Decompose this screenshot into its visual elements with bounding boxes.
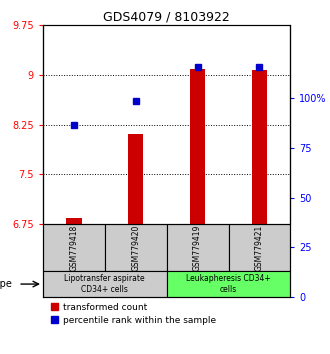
Bar (43, 224, 105, 271)
Text: Leukapheresis CD34+
cells: Leukapheresis CD34+ cells (186, 274, 271, 294)
Legend: transformed count, percentile rank within the sample: transformed count, percentile rank withi… (48, 299, 219, 328)
Text: GSM779419: GSM779419 (193, 224, 202, 271)
Bar (43, 25, 290, 224)
Bar (190, 69, 205, 224)
Bar (105, 224, 167, 271)
Bar (167, 224, 228, 271)
Text: GSM779420: GSM779420 (131, 224, 140, 271)
Bar (167, 271, 290, 297)
Bar (43, 271, 167, 297)
Bar (128, 135, 144, 224)
Text: Lipotransfer aspirate
CD34+ cells: Lipotransfer aspirate CD34+ cells (64, 274, 145, 294)
Text: cell type: cell type (0, 279, 12, 289)
Bar (252, 70, 267, 224)
Bar (66, 218, 82, 224)
Title: GDS4079 / 8103922: GDS4079 / 8103922 (103, 11, 230, 24)
Bar (228, 224, 290, 271)
Text: GSM779418: GSM779418 (69, 224, 78, 270)
Text: GSM779421: GSM779421 (255, 224, 264, 270)
